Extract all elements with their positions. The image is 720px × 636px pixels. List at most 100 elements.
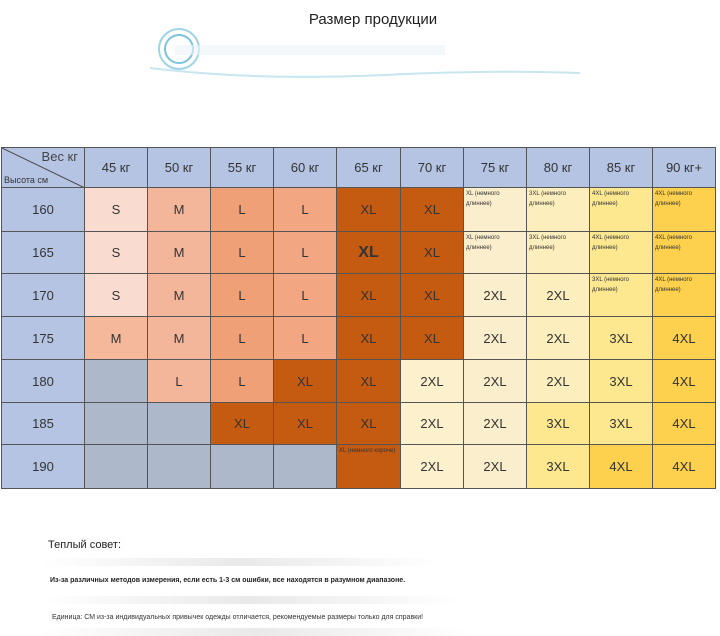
weight-header-5: 70 кг	[400, 147, 464, 188]
size-cell: M	[147, 187, 211, 232]
height-header: 180	[1, 359, 85, 403]
size-cell: 4XL (немного длиннее)	[652, 273, 716, 317]
height-header: 160	[1, 187, 85, 232]
size-cell: XL	[336, 231, 401, 274]
weight-header-4: 65 кг	[336, 147, 401, 188]
size-cell: S	[84, 187, 148, 232]
table-row: 170 S M L L XL XL 2XL 2XL 3XL (немного длиннее) 4X…	[1, 273, 716, 317]
size-cell: XL	[336, 316, 401, 360]
height-header: 165	[1, 231, 85, 274]
size-cell: 3XL	[526, 444, 590, 489]
size-cell: 2XL	[463, 402, 527, 445]
size-cell: L	[210, 316, 274, 360]
size-cell: 2XL	[526, 359, 590, 403]
tip-title: Теплый совет:	[48, 539, 122, 551]
size-cell: S	[84, 273, 148, 317]
size-cell: L	[210, 359, 274, 403]
size-cell: M	[84, 316, 148, 360]
size-cell: 3XL	[589, 359, 653, 403]
size-cell: 4XL (немного длиннее)	[652, 187, 716, 232]
size-cell: 3XL (немного длиннее)	[526, 187, 590, 232]
size-cell: 4XL	[652, 359, 716, 403]
size-cell: 4XL (немного длиннее)	[589, 187, 653, 232]
size-cell: 4XL (немного длиннее)	[652, 231, 716, 274]
weight-header-1: 50 кг	[147, 147, 211, 188]
tip-note-unit: Единица: СМ из-за индивидуальных привыче…	[52, 614, 424, 621]
size-cell: XL	[336, 273, 401, 317]
table-row: 175 M M L L XL XL 2XL 2XL 3XL 4XL	[1, 316, 716, 360]
table-row: 180 L L XL XL 2XL 2XL 2XL 3XL 4XL	[1, 359, 716, 403]
size-cell	[210, 444, 274, 489]
size-cell: 2XL	[526, 316, 590, 360]
size-cell: S	[84, 231, 148, 274]
height-header: 190	[1, 444, 85, 489]
size-cell: L	[273, 273, 337, 317]
size-cell: 3XL	[589, 402, 653, 445]
weight-axis-label: Вес кг	[41, 149, 78, 164]
blur-divider	[40, 558, 440, 566]
size-cell: 2XL	[463, 359, 527, 403]
size-cell: XL (немного длиннее)	[463, 231, 527, 274]
size-cell: M	[147, 316, 211, 360]
blur-divider	[40, 628, 470, 636]
size-cell: 2XL	[400, 359, 464, 403]
size-cell	[147, 402, 211, 445]
tip-note-measurement: Из-за различных методов измерения, если …	[50, 577, 406, 584]
weight-header-3: 60 кг	[273, 147, 337, 188]
size-cell: L	[273, 231, 337, 274]
size-cell: 2XL	[400, 402, 464, 445]
size-cell: XL	[336, 359, 401, 403]
size-cell	[147, 444, 211, 489]
size-cell: 4XL (немного длиннее)	[589, 231, 653, 274]
size-cell: L	[147, 359, 211, 403]
size-cell: 4XL	[652, 316, 716, 360]
size-cell: 3XL	[526, 402, 590, 445]
size-cell: XL	[273, 359, 337, 403]
size-cell: 2XL	[463, 444, 527, 489]
height-header: 175	[1, 316, 85, 360]
size-chart-table: Вес кг Высота см 45 кг 50 кг 55 кг 60 кг 65 …	[1, 147, 716, 489]
size-cell: XL (немного короче)	[336, 444, 401, 489]
table-row: 165 S M L L XL XL XL (немного длиннее) 3XL (немн…	[1, 231, 716, 274]
size-cell	[273, 444, 337, 489]
size-cell: 2XL	[400, 444, 464, 489]
size-cell: L	[273, 316, 337, 360]
size-cell: 2XL	[526, 273, 590, 317]
diagonal-divider	[2, 148, 84, 187]
size-cell: XL	[400, 187, 464, 232]
height-axis-label: Высота см	[4, 175, 49, 185]
table-row: 185 XL XL XL 2XL 2XL 3XL 3XL 4XL	[1, 402, 716, 445]
blur-divider	[40, 596, 460, 604]
decorative-swoosh	[149, 45, 581, 78]
size-cell: XL (немного длиннее)	[463, 187, 527, 232]
size-cell: XL	[400, 231, 464, 274]
size-cell	[84, 444, 148, 489]
page-title: Размер продукции	[308, 11, 438, 28]
size-cell: XL	[273, 402, 337, 445]
size-cell: XL	[210, 402, 274, 445]
size-cell: L	[210, 273, 274, 317]
size-cell: 2XL	[463, 273, 527, 317]
size-cell: XL	[400, 316, 464, 360]
table-row: 190 XL (немного короче) 2XL 2XL 3XL 4XL 4XL	[1, 444, 716, 489]
size-cell: 4XL	[652, 402, 716, 445]
size-cell: 3XL (немного длиннее)	[589, 273, 653, 317]
size-cell: L	[210, 187, 274, 232]
size-cell: 2XL	[463, 316, 527, 360]
height-header: 170	[1, 273, 85, 317]
size-cell: 3XL (немного длиннее)	[526, 231, 590, 274]
weight-header-7: 80 кг	[526, 147, 590, 188]
size-cell	[84, 402, 148, 445]
size-cell: L	[210, 231, 274, 274]
weight-header-0: 45 кг	[84, 147, 148, 188]
size-cell	[84, 359, 148, 403]
size-cell: M	[147, 273, 211, 317]
size-cell: XL	[400, 273, 464, 317]
size-cell: 4XL	[589, 444, 653, 489]
size-cell: 4XL	[652, 444, 716, 489]
weight-header-2: 55 кг	[210, 147, 274, 188]
weight-header-8: 85 кг	[589, 147, 653, 188]
corner-header-cell: Вес кг Высота см	[1, 147, 85, 188]
weight-header-9: 90 кг+	[652, 147, 716, 188]
size-cell: XL	[336, 402, 401, 445]
